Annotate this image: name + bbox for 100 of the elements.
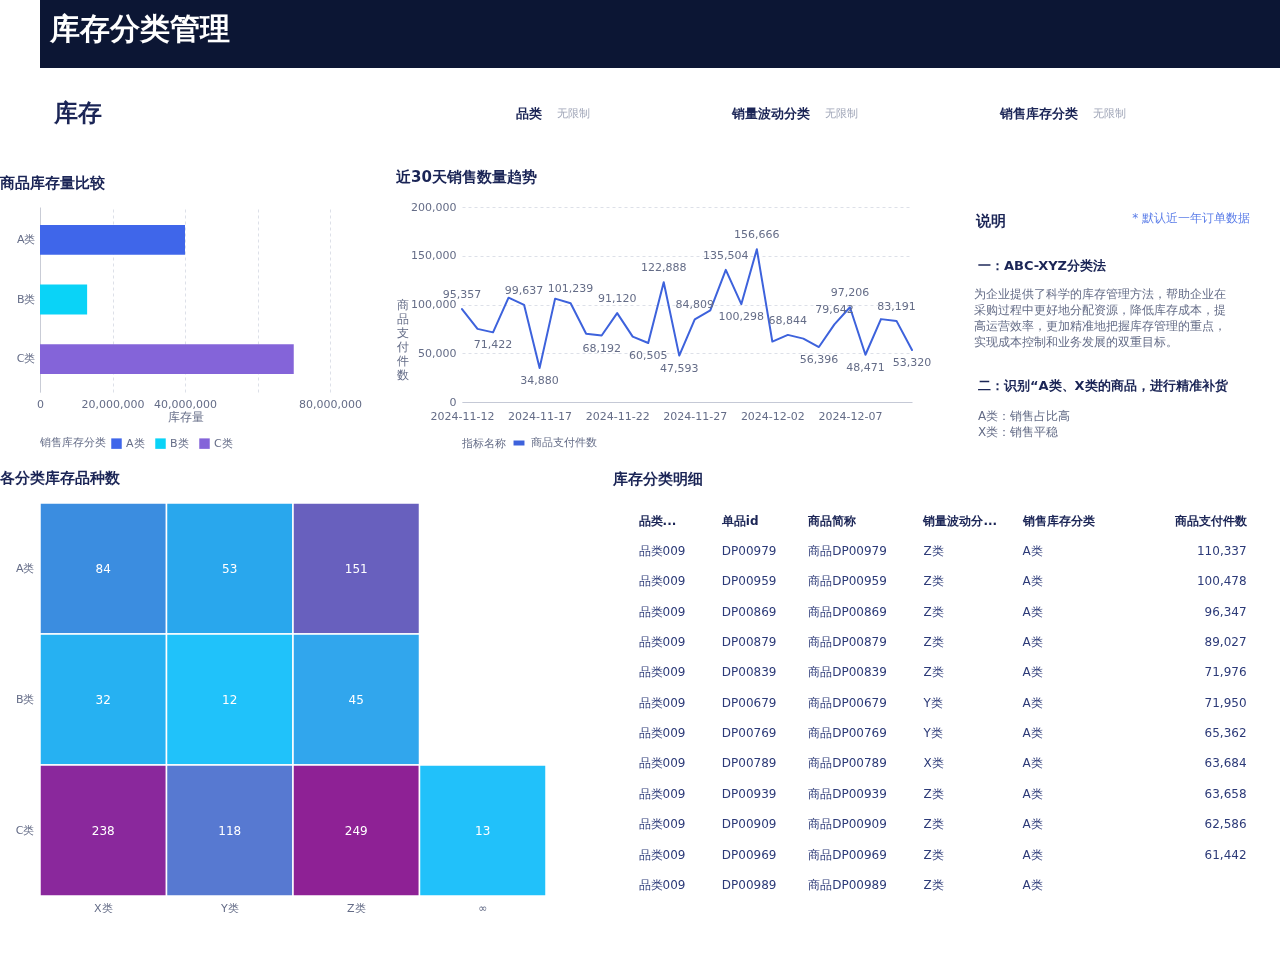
y-tick-label: 50,000 — [418, 346, 457, 360]
text: * 默认近一年订单数据 — [1132, 211, 1250, 225]
text: A类 — [1022, 695, 1043, 710]
text: A类 — [1022, 817, 1043, 832]
text: DP00909 — [721, 817, 777, 832]
data-label: 12 — [222, 692, 238, 707]
text: 品类009 — [638, 756, 686, 771]
text: DP00979 — [721, 544, 777, 558]
text: 商品DP00789 — [808, 756, 887, 771]
text: Z类 — [923, 604, 944, 619]
text: 商品DP00959 — [808, 574, 887, 589]
text: 库存 — [53, 99, 102, 127]
category-label: 销量波动分... — [922, 514, 998, 528]
text: 品类009 — [638, 786, 686, 801]
text: A类 — [1022, 756, 1043, 771]
text: DP00839 — [721, 665, 777, 680]
x-tick-label: 2024-11-27 — [663, 409, 728, 423]
text: 71,976 — [1204, 665, 1247, 680]
y-tick-label: C类 — [16, 352, 36, 366]
legend-label: C类 — [214, 436, 233, 450]
text: 商品DP00769 — [808, 726, 887, 741]
legend-title: 指标名称 — [461, 437, 506, 450]
text: A类 — [1022, 726, 1043, 741]
text: 商品DP00869 — [808, 604, 887, 619]
text: 71,950 — [1204, 695, 1247, 710]
text: A类 — [1022, 574, 1043, 589]
x-tick-label: Y类 — [219, 901, 239, 915]
text: 库存分类明细 — [612, 470, 703, 488]
x-tick-label: 80,000,000 — [299, 397, 362, 411]
text: 96,347 — [1204, 604, 1247, 619]
text: DP00879 — [721, 635, 777, 650]
x-tick-label: 2024-11-17 — [508, 409, 573, 423]
data-label: 32 — [95, 692, 111, 707]
data-label: 101,239 — [547, 282, 594, 296]
data-label: 48,471 — [846, 360, 885, 374]
text: 品类009 — [638, 635, 686, 650]
y-tick-label: B类 — [15, 692, 35, 706]
legend-title: 销售库存分类 — [39, 436, 106, 449]
category-label: 单品id — [720, 514, 759, 528]
text: A类 — [1022, 665, 1043, 680]
text: 65,362 — [1204, 726, 1247, 741]
x-tick-label: 2024-11-12 — [430, 409, 495, 423]
data-label: 99,637 — [504, 283, 544, 297]
text: 一：ABC-XYZ分类法 — [978, 258, 1107, 273]
data-label: 47,593 — [659, 361, 699, 375]
text: 无限制 — [825, 107, 858, 120]
chart-title: 商品库存量比较 — [0, 174, 106, 192]
chart-title: 各分类库存品种数 — [0, 469, 121, 488]
text: 品类009 — [638, 574, 686, 589]
text: 商品DP00989 — [808, 877, 887, 892]
text: X类：销售平稳 — [978, 425, 1059, 439]
text: DP00769 — [721, 726, 777, 741]
text: 商品DP00879 — [808, 635, 887, 650]
chart-title: 近30天销售数量趋势 — [395, 168, 537, 186]
text: Y类 — [923, 695, 943, 710]
text: A类：销售占比高 — [978, 409, 1071, 423]
category-label: 销售库存分类 — [1021, 514, 1095, 528]
text: Z类 — [923, 635, 944, 650]
text: DP00989 — [721, 877, 777, 892]
text: 品类009 — [638, 604, 686, 619]
text: Z类 — [923, 544, 944, 558]
y-tick-label: 150,000 — [411, 249, 457, 263]
y-axis-title: 商品支付件数 — [395, 298, 409, 382]
text: 销量波动分类 — [731, 106, 810, 121]
legend-label: B类 — [170, 436, 189, 450]
text: 商品DP00939 — [808, 786, 887, 801]
text: 品类 — [516, 106, 542, 121]
text: A类 — [1022, 847, 1043, 862]
text: 商品DP00909 — [808, 817, 887, 832]
data-label: 156,666 — [734, 228, 780, 242]
text: Z类 — [923, 665, 944, 680]
text: 二：识别“A类、X类的商品，进行精准补货 — [978, 378, 1229, 393]
data-label: 249 — [344, 823, 368, 838]
text: Z类 — [923, 877, 944, 892]
data-label: 34,880 — [520, 373, 559, 387]
y-tick-label: A类 — [15, 561, 35, 575]
text: DP00869 — [721, 604, 777, 619]
text: DP00959 — [721, 574, 777, 589]
category-label: 品类... — [638, 514, 677, 528]
text: 品类009 — [638, 817, 686, 832]
text: Z类 — [923, 847, 944, 862]
data-label: 122,888 — [640, 261, 687, 275]
x-tick-label: 2024-11-22 — [585, 409, 650, 423]
y-tick-label: C类 — [15, 823, 35, 837]
data-label: 45 — [348, 692, 364, 707]
text: 销售库存分类 — [999, 106, 1078, 121]
data-label: 238 — [91, 823, 115, 838]
data-label: 71,422 — [473, 338, 513, 352]
text: 商品DP00839 — [808, 665, 887, 680]
data-label: 100,298 — [718, 310, 765, 324]
text: 110,337 — [1196, 544, 1247, 558]
data-label: 91,120 — [597, 292, 637, 306]
data-label: 97,206 — [830, 286, 870, 300]
text: 无限制 — [557, 107, 590, 120]
text: 库存分类管理 — [49, 11, 230, 46]
x-tick-label: 20,000,000 — [81, 397, 145, 411]
data-label: 135,504 — [703, 248, 749, 262]
y-tick-label: B类 — [16, 292, 36, 306]
text: Y类 — [923, 726, 943, 741]
data-label: 53 — [222, 561, 238, 576]
